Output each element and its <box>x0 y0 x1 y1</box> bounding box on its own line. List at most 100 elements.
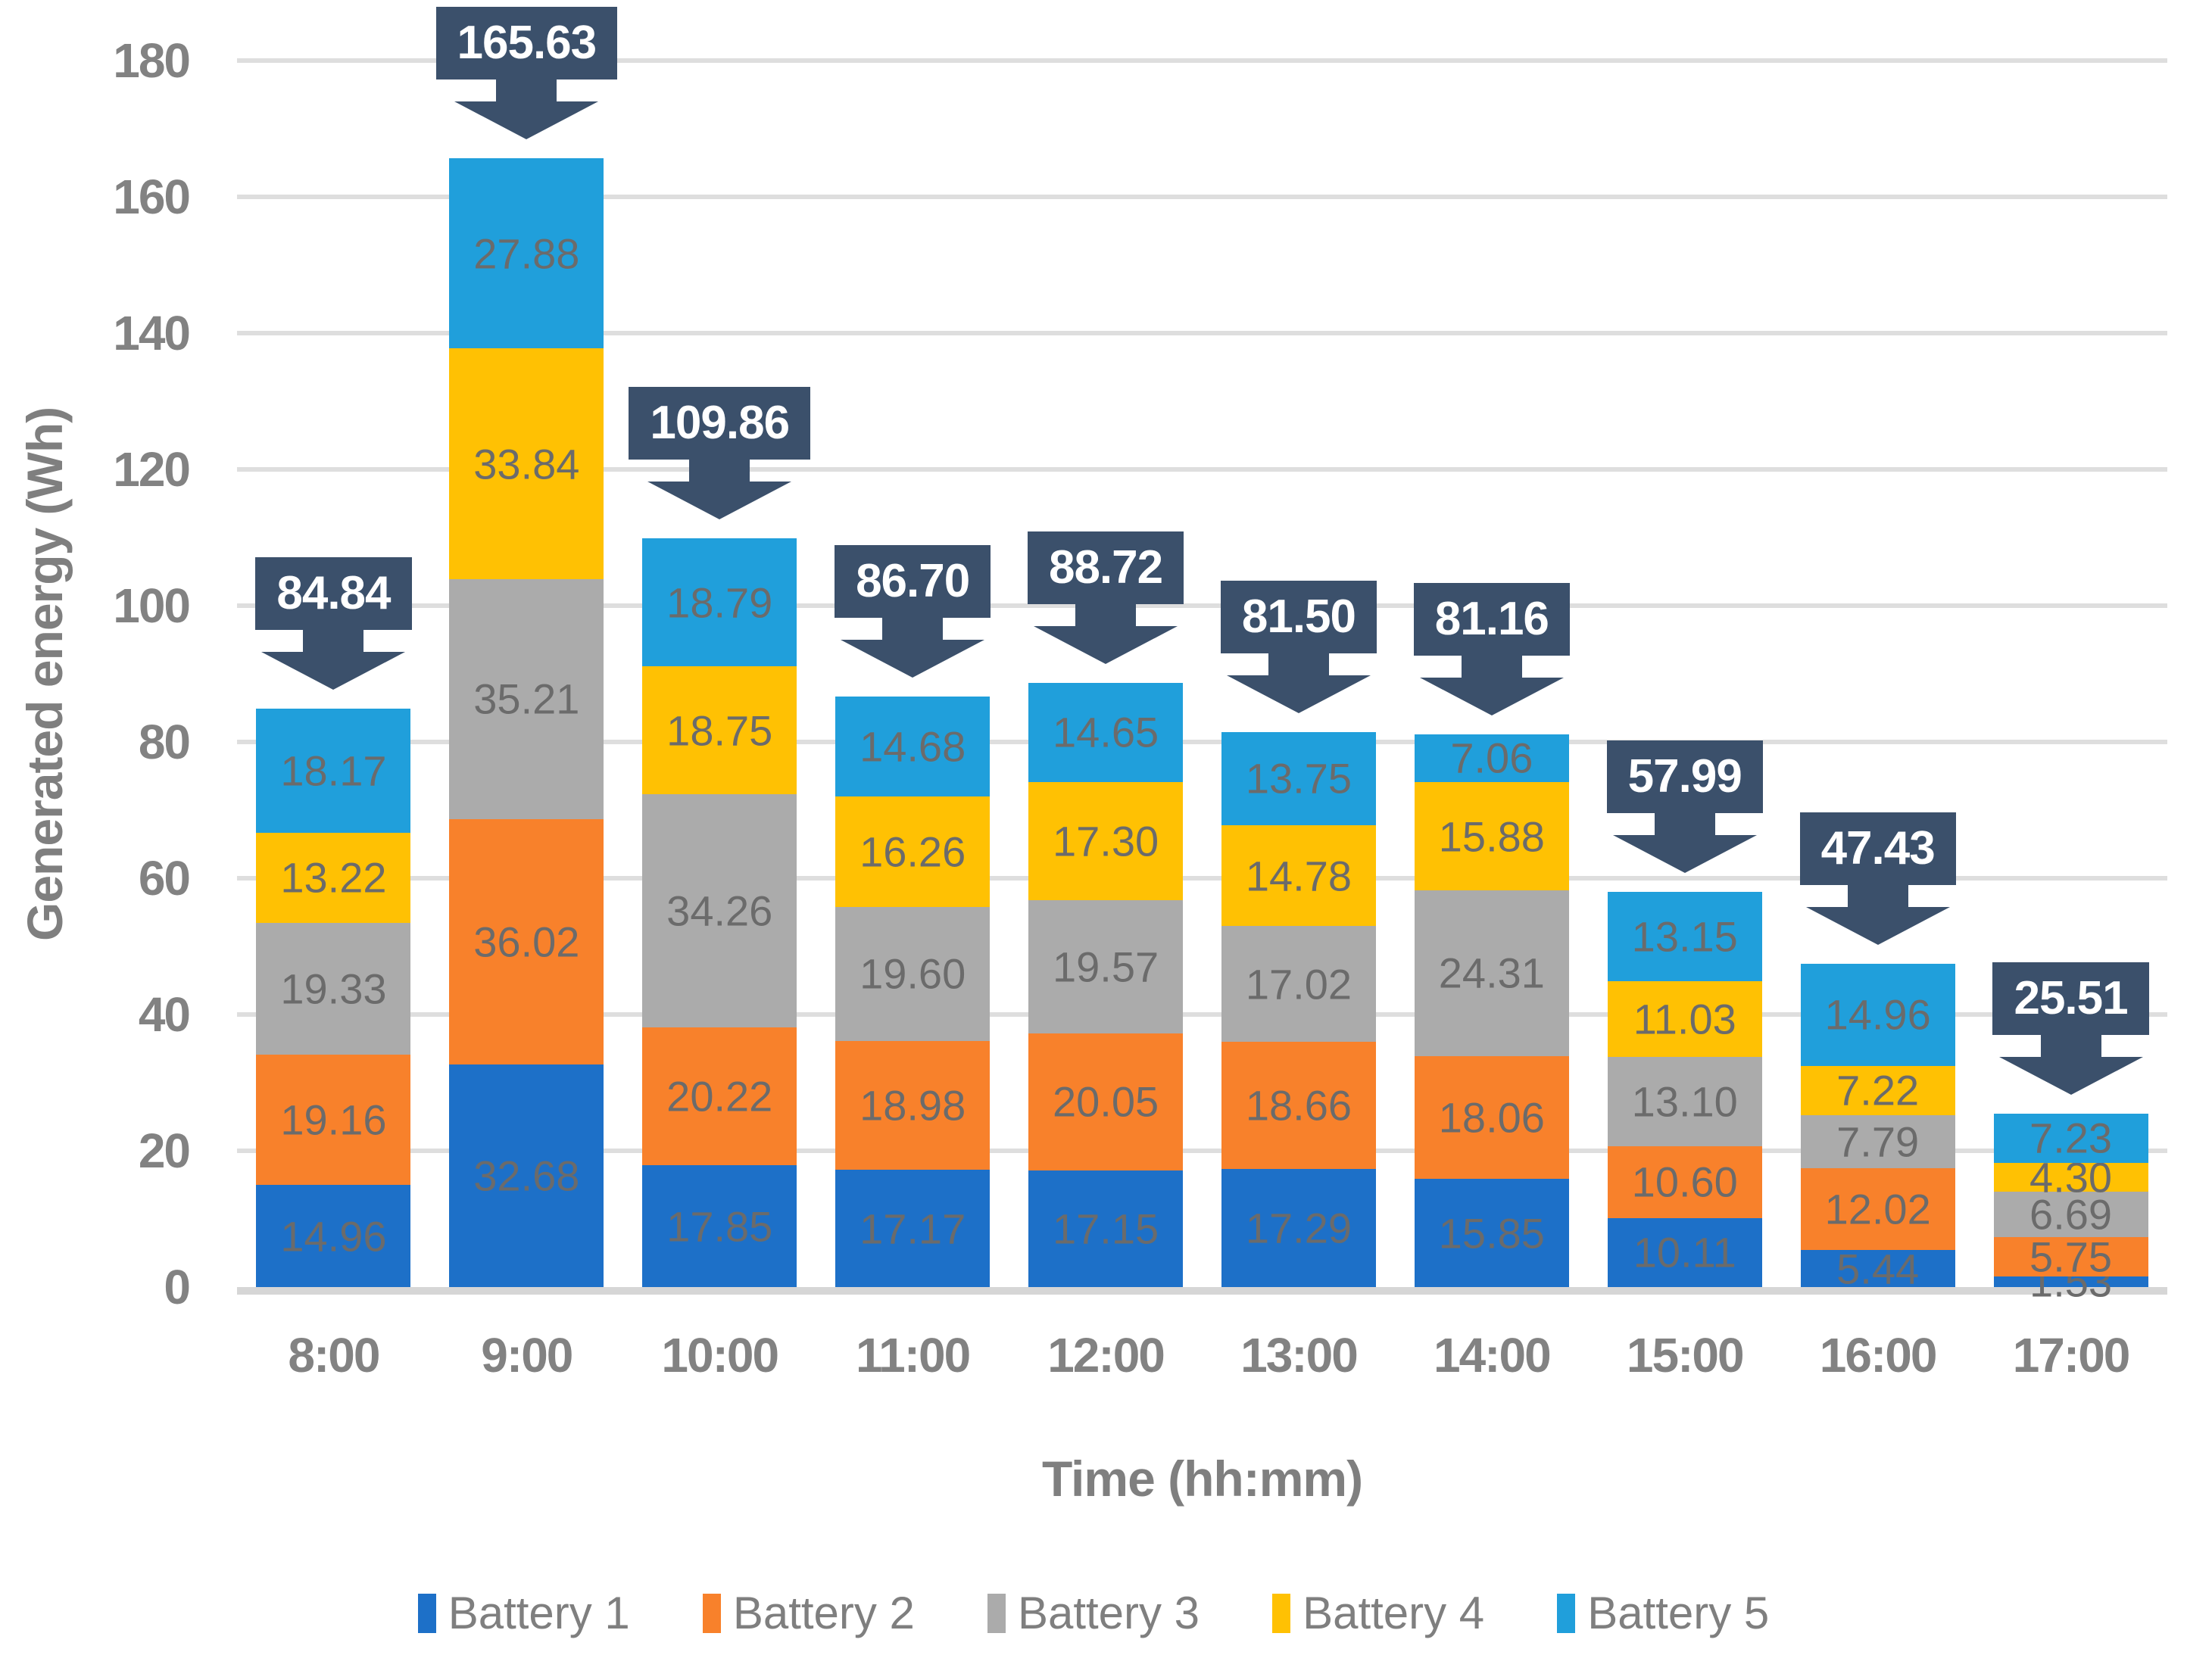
bar-segment-battery-2: 5.75 <box>1993 1233 2148 1281</box>
segment-value-label: 18.75 <box>666 706 773 755</box>
bar-segment-battery-4: 18.75 <box>642 666 797 795</box>
segment-value-label: 27.88 <box>473 229 580 278</box>
bar-segment-battery-4: 16.26 <box>835 796 991 908</box>
segment-value-label: 16.26 <box>860 828 966 876</box>
legend-item-battery-2: Battery 2 <box>702 1587 915 1639</box>
gridline-y-80 <box>237 740 2167 744</box>
x-tick-label: 17:00 <box>2012 1328 2131 1382</box>
segment-value-label: 14.78 <box>1245 852 1352 900</box>
gridline-y-140 <box>237 331 2167 335</box>
bar-segment-battery-2: 19.16 <box>256 1054 411 1186</box>
y-tick-label: 20 <box>138 1124 191 1178</box>
segment-value-label: 10.11 <box>1633 1228 1736 1276</box>
segment-value-label: 5.75 <box>2029 1233 2113 1281</box>
bar-segment-battery-5: 7.06 <box>1414 734 1569 783</box>
segment-value-label: 19.16 <box>280 1096 387 1144</box>
segment-value-label: 11.03 <box>1633 995 1736 1043</box>
y-tick-label: 120 <box>113 442 191 497</box>
total-callout-value: 81.50 <box>1220 580 1377 653</box>
x-tick-label: 11:00 <box>856 1328 971 1382</box>
total-callout-value: 109.86 <box>629 387 811 460</box>
callout-down-arrow-icon <box>1805 884 1950 946</box>
segment-value-label: 15.85 <box>1438 1209 1545 1258</box>
total-callout: 47.43 <box>1727 812 2029 946</box>
x-tick-label: 15:00 <box>1626 1328 1745 1382</box>
bar-segment-battery-5: 13.75 <box>1221 731 1376 826</box>
y-tick-label: 140 <box>113 306 191 360</box>
y-tick-label: 100 <box>113 578 191 633</box>
total-callout: 86.70 <box>761 544 1064 678</box>
callout-down-arrow-icon <box>454 79 599 140</box>
segment-value-label: 7.23 <box>2029 1114 2113 1162</box>
legend-swatch-icon <box>1272 1593 1291 1633</box>
callout-down-arrow-icon <box>1226 652 1371 713</box>
bar-segment-battery-3: 7.79 <box>1800 1114 1955 1168</box>
bar-segment-battery-1: 15.85 <box>1414 1179 1569 1287</box>
bar-segment-battery-5: 7.23 <box>1993 1113 2148 1163</box>
total-callout-value: 81.16 <box>1413 582 1570 656</box>
total-callout: 84.84 <box>182 557 485 690</box>
y-tick-label: 60 <box>138 851 191 905</box>
bar-segment-battery-1: 14.96 <box>256 1185 411 1287</box>
bar-segment-battery-5: 27.88 <box>449 158 604 349</box>
segment-value-label: 18.66 <box>1245 1081 1352 1130</box>
bar-segment-battery-2: 20.05 <box>1028 1033 1184 1170</box>
legend: Battery 1 Battery 2 Battery 3 Battery 4 Batt… <box>0 1587 2187 1639</box>
bar-segment-battery-5: 14.96 <box>1800 964 1955 1066</box>
segment-value-label: 17.17 <box>860 1205 966 1253</box>
total-callout-value: 84.84 <box>255 557 412 631</box>
segment-value-label: 17.02 <box>1245 960 1352 1008</box>
callout-down-arrow-icon <box>1998 1033 2143 1095</box>
y-tick-label: 0 <box>164 1260 191 1314</box>
segment-value-label: 17.30 <box>1052 817 1159 865</box>
segment-value-label: 7.22 <box>1836 1066 1920 1114</box>
segment-value-label: 18.79 <box>666 578 773 627</box>
bar-segment-battery-5: 13.15 <box>1607 892 1762 982</box>
bar-segment-battery-3: 19.60 <box>835 907 991 1041</box>
bar-segment-battery-2: 12.02 <box>1800 1167 1955 1251</box>
bar-segment-battery-1: 32.68 <box>449 1064 604 1287</box>
segment-value-label: 14.96 <box>280 1212 387 1261</box>
gridline-y-120 <box>237 467 2167 472</box>
total-callout-value: 86.70 <box>835 544 991 618</box>
legend-label: Battery 1 <box>448 1588 630 1638</box>
segment-value-label: 7.06 <box>1450 734 1533 782</box>
x-tick-label: 16:00 <box>1819 1328 1938 1382</box>
bar-segment-battery-2: 18.06 <box>1414 1055 1569 1180</box>
bar-segment-battery-1: 17.15 <box>1028 1170 1184 1287</box>
total-callout-value: 165.63 <box>435 7 618 80</box>
bar-segment-battery-2: 36.02 <box>449 818 604 1064</box>
bar-segment-battery-4: 15.88 <box>1414 782 1569 890</box>
bar-segment-battery-3: 35.21 <box>449 578 604 819</box>
total-callout: 25.51 <box>1920 962 2187 1095</box>
bar-segment-battery-2: 18.98 <box>835 1040 991 1170</box>
total-callout-value: 47.43 <box>1799 812 1956 886</box>
y-tick-label: 180 <box>113 33 191 88</box>
segment-value-label: 13.22 <box>280 853 387 902</box>
y-tick-label: 80 <box>138 715 191 769</box>
callout-down-arrow-icon <box>261 629 406 690</box>
x-tick-label: 10:00 <box>661 1328 779 1382</box>
callout-down-arrow-icon <box>1034 603 1178 664</box>
bar-segment-battery-4: 7.22 <box>1800 1065 1955 1115</box>
bar-segment-battery-3: 19.57 <box>1028 900 1184 1034</box>
segment-value-label: 14.68 <box>860 722 966 771</box>
segment-value-label: 10.60 <box>1631 1158 1738 1206</box>
gridline-y-60 <box>237 876 2167 881</box>
segment-value-label: 13.15 <box>1631 912 1738 961</box>
segment-value-label: 14.96 <box>1824 990 1931 1039</box>
segment-value-label: 17.85 <box>666 1202 773 1251</box>
segment-value-label: 5.44 <box>1836 1245 1920 1292</box>
x-tick-label: 12:00 <box>1047 1328 1165 1382</box>
total-callout-value: 25.51 <box>1992 962 2149 1035</box>
segment-value-label: 18.98 <box>860 1081 966 1130</box>
legend-swatch-icon <box>417 1593 436 1633</box>
bar-segment-battery-5: 18.79 <box>642 538 797 667</box>
bar-segment-battery-4: 11.03 <box>1607 981 1762 1057</box>
segment-value-label: 20.22 <box>666 1072 773 1121</box>
total-callout-value: 88.72 <box>1027 531 1184 604</box>
segment-value-label: 15.88 <box>1438 812 1545 861</box>
callout-down-arrow-icon <box>1612 812 1757 874</box>
segment-value-label: 18.06 <box>1438 1093 1545 1142</box>
legend-item-battery-5: Battery 5 <box>1557 1587 1769 1639</box>
